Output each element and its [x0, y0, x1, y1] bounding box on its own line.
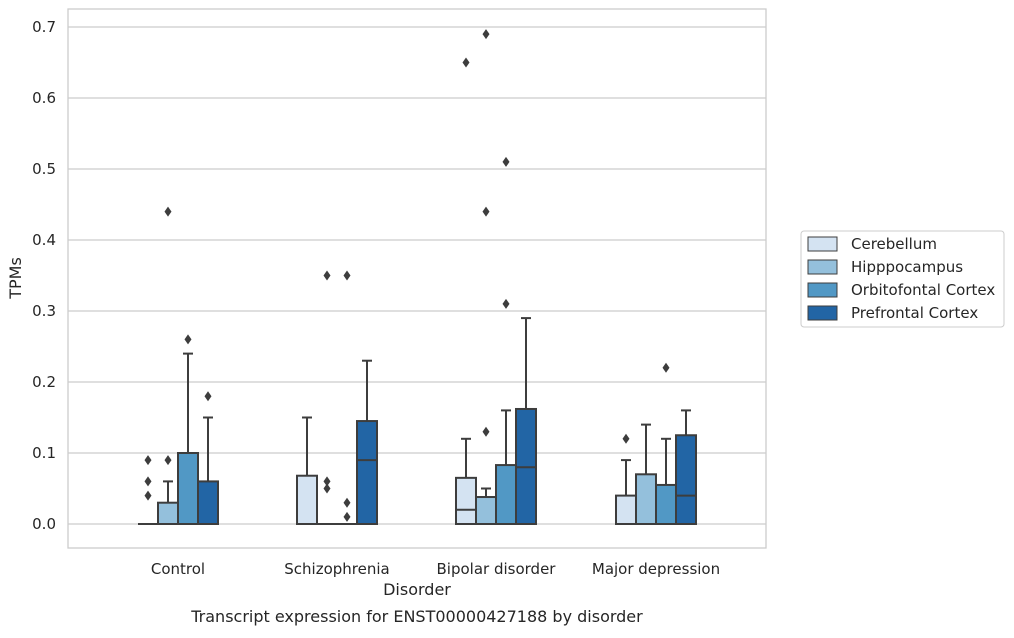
- outlier-point: [502, 156, 510, 167]
- x-tick-label: Control: [151, 560, 205, 578]
- box: [157, 501, 179, 526]
- outlier-point: [482, 29, 490, 40]
- box-group: [356, 359, 378, 525]
- outlier-point: [144, 476, 152, 487]
- outlier-point: [323, 476, 331, 487]
- y-tick-label: 0.5: [32, 160, 56, 178]
- box-group: [495, 156, 517, 526]
- outlier-point: [462, 57, 470, 68]
- outlier-point: [662, 362, 670, 373]
- x-axis-label: Disorder: [383, 580, 451, 599]
- box-group: [296, 416, 318, 525]
- legend-label: Hipppocampus: [851, 258, 963, 276]
- plot-frame: [67, 8, 767, 549]
- outlier-point: [323, 270, 331, 281]
- y-axis-label: TPMs: [6, 257, 25, 300]
- legend-label: Cerebellum: [851, 235, 937, 253]
- box: [635, 473, 657, 525]
- x-tick-label: Major depression: [592, 560, 720, 578]
- outlier-point: [343, 270, 351, 281]
- legend-frame: [800, 230, 1005, 328]
- box-group: [317, 270, 337, 525]
- box-group: [635, 423, 657, 525]
- outlier-point: [144, 455, 152, 466]
- box: [655, 483, 677, 526]
- box: [455, 476, 477, 526]
- box-group: [177, 334, 199, 525]
- box-group: [197, 391, 219, 525]
- outlier-point: [622, 433, 630, 444]
- legend-swatch: [807, 305, 838, 321]
- y-axis-ticks: 0.0 0.1 0.2 0.3 0.4 0.5 0.6 0.7: [32, 18, 56, 533]
- box: [495, 464, 517, 526]
- outlier-point: [164, 206, 172, 217]
- y-tick-label: 0.2: [32, 373, 56, 391]
- y-tick-label: 0.6: [32, 89, 56, 107]
- legend-swatch: [807, 236, 838, 252]
- box: [356, 420, 378, 525]
- outlier-point: [164, 455, 172, 466]
- outlier-point: [144, 490, 152, 501]
- box: [615, 494, 637, 526]
- box-group: [138, 455, 158, 525]
- outlier-point: [343, 497, 351, 508]
- box: [675, 434, 697, 525]
- box: [296, 474, 318, 525]
- legend-swatch: [807, 259, 838, 275]
- legend-label: Orbitofontal Cortex: [851, 281, 995, 299]
- box-group: [515, 317, 537, 526]
- box-group: [615, 433, 637, 526]
- box-group: [675, 409, 697, 525]
- outlier-point: [343, 511, 351, 522]
- y-tick-label: 0.7: [32, 18, 56, 36]
- box-group: [337, 270, 357, 525]
- x-tick-label: Bipolar disorder: [437, 560, 557, 578]
- box-group: [475, 29, 497, 525]
- outlier-point: [184, 334, 192, 345]
- outlier-point: [204, 391, 212, 402]
- box: [197, 480, 219, 525]
- chart-caption: Transcript expression for ENST0000042718…: [190, 607, 643, 626]
- x-tick-label: Schizophrenia: [284, 560, 389, 578]
- outlier-point: [502, 298, 510, 309]
- outlier-point: [323, 483, 331, 494]
- y-tick-label: 0.0: [32, 515, 56, 533]
- outlier-point: [482, 206, 490, 217]
- legend: Cerebellum Hipppocampus Orbitofontal Corte…: [800, 230, 1005, 328]
- boxes: [138, 29, 697, 526]
- y-tick-label: 0.4: [32, 231, 56, 249]
- x-axis-ticks: Control Schizophrenia Bipolar disorder Majo…: [151, 560, 720, 578]
- outlier-point: [482, 426, 490, 437]
- box: [177, 452, 199, 525]
- legend-swatch: [807, 282, 838, 298]
- plot-area: [68, 9, 766, 548]
- y-tick-label: 0.3: [32, 302, 56, 320]
- y-tick-label: 0.1: [32, 444, 56, 462]
- legend-label: Prefrontal Cortex: [851, 304, 978, 322]
- box: [475, 496, 497, 525]
